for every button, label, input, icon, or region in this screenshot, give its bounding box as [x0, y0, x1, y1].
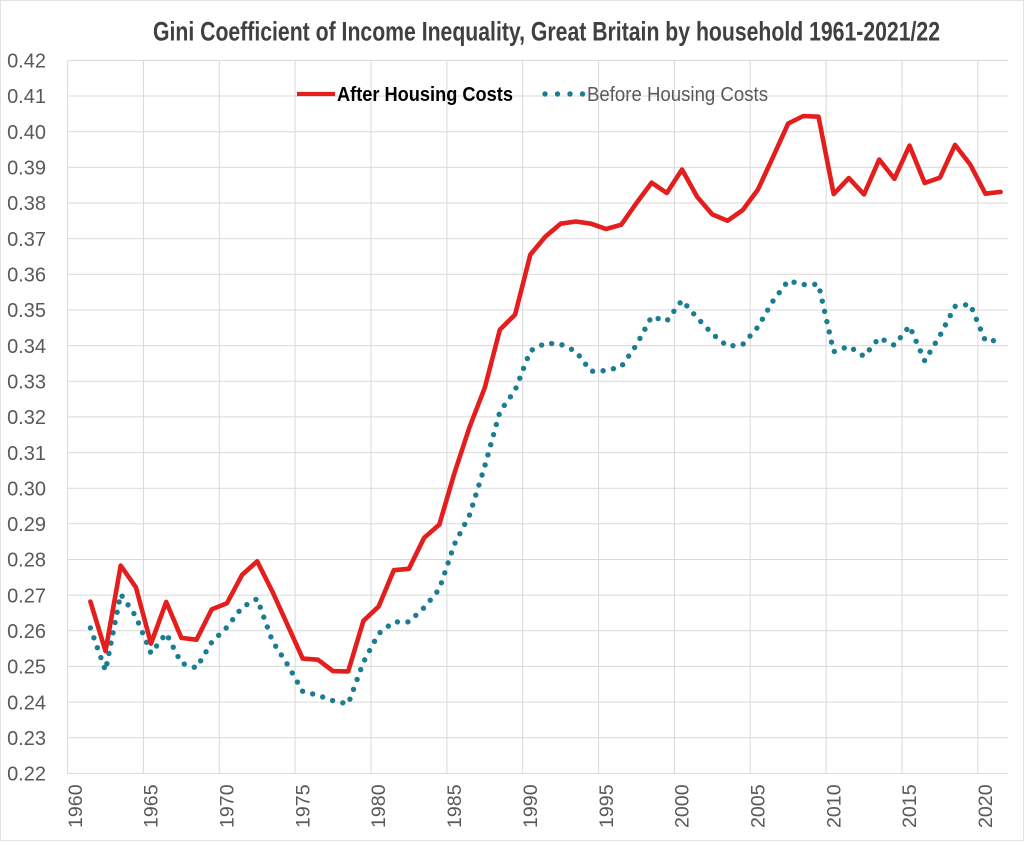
- svg-text:1970: 1970: [217, 784, 239, 828]
- svg-text:0.31: 0.31: [7, 443, 46, 465]
- svg-text:0.25: 0.25: [7, 657, 46, 679]
- svg-text:1960: 1960: [65, 784, 87, 828]
- svg-text:0.26: 0.26: [7, 621, 46, 643]
- svg-text:2000: 2000: [672, 784, 694, 828]
- svg-text:0.34: 0.34: [7, 336, 46, 358]
- svg-text:0.42: 0.42: [7, 51, 46, 73]
- svg-text:0.22: 0.22: [7, 764, 46, 786]
- svg-text:0.23: 0.23: [7, 728, 46, 750]
- svg-text:0.30: 0.30: [7, 478, 46, 500]
- svg-text:0.37: 0.37: [7, 229, 46, 251]
- svg-text:1965: 1965: [141, 784, 163, 828]
- svg-text:1990: 1990: [520, 784, 542, 828]
- svg-text:2020: 2020: [975, 784, 997, 828]
- svg-text:0.35: 0.35: [7, 300, 46, 322]
- svg-text:2015: 2015: [899, 784, 921, 828]
- svg-text:0.38: 0.38: [7, 193, 46, 215]
- svg-text:0.36: 0.36: [7, 265, 46, 287]
- svg-text:2005: 2005: [748, 784, 770, 828]
- svg-text:0.29: 0.29: [7, 514, 46, 536]
- svg-text:1985: 1985: [444, 784, 466, 828]
- svg-text:0.27: 0.27: [7, 585, 46, 607]
- svg-text:0.39: 0.39: [7, 158, 46, 180]
- svg-text:Before Housing Costs: Before Housing Costs: [587, 83, 768, 106]
- svg-text:0.41: 0.41: [7, 86, 46, 108]
- svg-text:After Housing Costs: After Housing Costs: [337, 83, 513, 106]
- svg-text:2010: 2010: [823, 784, 845, 828]
- svg-text:0.40: 0.40: [7, 122, 46, 144]
- svg-text:1980: 1980: [368, 784, 390, 828]
- svg-text:Gini Coefficient of Income Ine: Gini Coefficient of Income Inequality, G…: [153, 17, 940, 47]
- svg-text:0.28: 0.28: [7, 550, 46, 572]
- svg-text:0.33: 0.33: [7, 371, 46, 393]
- svg-text:1975: 1975: [292, 784, 314, 828]
- svg-text:0.24: 0.24: [7, 692, 46, 714]
- svg-text:1995: 1995: [596, 784, 618, 828]
- svg-text:0.32: 0.32: [7, 407, 46, 429]
